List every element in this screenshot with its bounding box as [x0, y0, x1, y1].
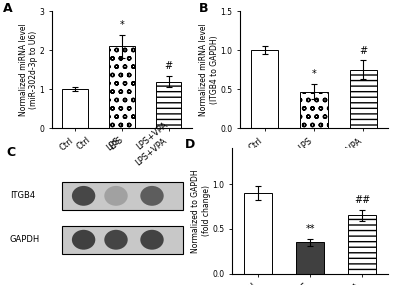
Text: GAPDH: GAPDH	[10, 235, 40, 244]
Ellipse shape	[104, 230, 128, 250]
Bar	[300, 92, 328, 128]
Text: ##: ##	[354, 195, 370, 205]
Ellipse shape	[72, 230, 95, 250]
Text: *: *	[312, 69, 316, 79]
Text: Ctrl: Ctrl	[75, 135, 92, 152]
Y-axis label: Normalized miRNA level
(ITGB4 to GAPDH): Normalized miRNA level (ITGB4 to GAPDH)	[200, 23, 219, 116]
Text: A: A	[3, 2, 13, 15]
Text: C: C	[6, 146, 15, 159]
Text: **: **	[305, 224, 315, 234]
Bar	[62, 182, 182, 210]
Text: LPS+VPA: LPS+VPA	[134, 121, 170, 152]
Y-axis label: Normalized to GAPDH
(fold change): Normalized to GAPDH (fold change)	[192, 169, 211, 253]
Text: D: D	[185, 138, 196, 151]
Ellipse shape	[104, 186, 128, 206]
Bar	[350, 70, 377, 128]
Text: B: B	[198, 2, 208, 15]
Bar	[156, 82, 182, 128]
Bar	[251, 50, 278, 128]
Text: *: *	[120, 20, 124, 30]
Y-axis label: Normalized miRNA level
(miR-302d-3p to U6): Normalized miRNA level (miR-302d-3p to U…	[19, 23, 38, 116]
Text: LPS: LPS	[107, 135, 125, 152]
Bar	[62, 89, 88, 128]
Bar	[348, 215, 376, 274]
Bar	[109, 46, 135, 128]
Text: #: #	[165, 61, 173, 71]
Text: #: #	[359, 46, 367, 56]
Ellipse shape	[140, 230, 164, 250]
Ellipse shape	[72, 186, 95, 206]
Text: ITGB4: ITGB4	[10, 191, 35, 200]
Ellipse shape	[140, 186, 164, 206]
Bar	[296, 242, 324, 274]
Bar	[62, 226, 182, 254]
Bar	[244, 193, 272, 274]
